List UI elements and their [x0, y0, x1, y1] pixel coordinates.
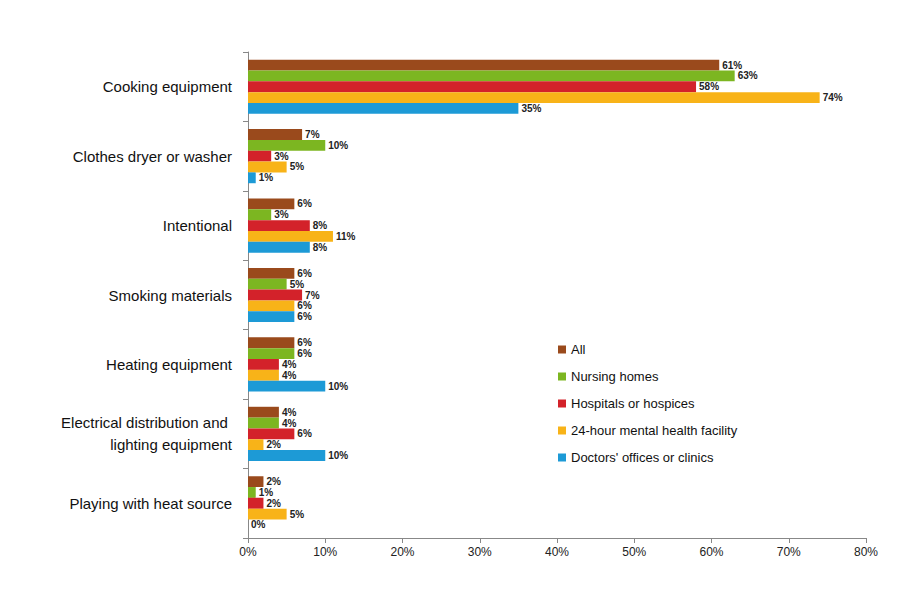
svg-text:11%: 11% [336, 231, 356, 242]
svg-text:All: All [571, 342, 586, 357]
svg-text:10%: 10% [313, 545, 337, 559]
svg-text:5%: 5% [290, 509, 305, 520]
svg-text:63%: 63% [738, 70, 758, 81]
svg-text:3%: 3% [274, 151, 289, 162]
svg-text:10%: 10% [328, 450, 348, 461]
svg-text:6%: 6% [297, 311, 312, 322]
svg-text:4%: 4% [282, 407, 297, 418]
svg-text:Nursing homes: Nursing homes [571, 369, 659, 384]
svg-text:8%: 8% [313, 220, 328, 231]
svg-text:Hospitals or hospices: Hospitals or hospices [571, 396, 695, 411]
svg-text:60%: 60% [699, 545, 723, 559]
svg-text:30%: 30% [468, 545, 492, 559]
svg-text:50%: 50% [622, 545, 646, 559]
svg-text:4%: 4% [282, 418, 297, 429]
svg-text:1%: 1% [259, 487, 274, 498]
svg-text:8%: 8% [313, 242, 328, 253]
svg-text:70%: 70% [777, 545, 801, 559]
svg-text:35%: 35% [521, 103, 541, 114]
svg-text:74%: 74% [823, 92, 843, 103]
svg-text:2%: 2% [266, 439, 281, 450]
svg-text:Electrical distribution and: Electrical distribution and [61, 414, 232, 431]
svg-text:Doctors' offices or clinics: Doctors' offices or clinics [571, 450, 714, 465]
svg-text:40%: 40% [545, 545, 569, 559]
svg-text:6%: 6% [297, 300, 312, 311]
svg-text:5%: 5% [290, 161, 305, 172]
svg-text:2%: 2% [266, 476, 281, 487]
svg-text:0%: 0% [239, 545, 257, 559]
svg-text:58%: 58% [699, 81, 719, 92]
svg-text:Heating equipment: Heating equipment [106, 356, 233, 373]
svg-text:20%: 20% [390, 545, 414, 559]
svg-text:Clothes dryer or washer: Clothes dryer or washer [73, 148, 232, 165]
svg-text:Smoking materials: Smoking materials [109, 287, 232, 304]
svg-text:1%: 1% [259, 172, 274, 183]
svg-text:0%: 0% [251, 519, 266, 530]
svg-text:10%: 10% [328, 140, 348, 151]
svg-text:7%: 7% [305, 129, 320, 140]
svg-text:Playing with heat source: Playing with heat source [69, 495, 232, 512]
svg-text:6%: 6% [297, 198, 312, 209]
svg-text:6%: 6% [297, 428, 312, 439]
svg-text:80%: 80% [854, 545, 878, 559]
svg-text:4%: 4% [282, 359, 297, 370]
svg-text:Intentional: Intentional [163, 217, 232, 234]
svg-text:2%: 2% [266, 498, 281, 509]
svg-text:5%: 5% [290, 279, 305, 290]
svg-text:6%: 6% [297, 348, 312, 359]
svg-text:6%: 6% [297, 268, 312, 279]
svg-text:7%: 7% [305, 290, 320, 301]
svg-text:6%: 6% [297, 337, 312, 348]
svg-text:10%: 10% [328, 381, 348, 392]
svg-text:lighting equipment: lighting equipment [110, 436, 233, 453]
svg-text:61%: 61% [722, 60, 742, 71]
svg-text:24-hour mental health facility: 24-hour mental health facility [571, 423, 738, 438]
svg-text:Cooking equipment: Cooking equipment [103, 78, 233, 95]
svg-text:4%: 4% [282, 370, 297, 381]
svg-text:3%: 3% [274, 209, 289, 220]
